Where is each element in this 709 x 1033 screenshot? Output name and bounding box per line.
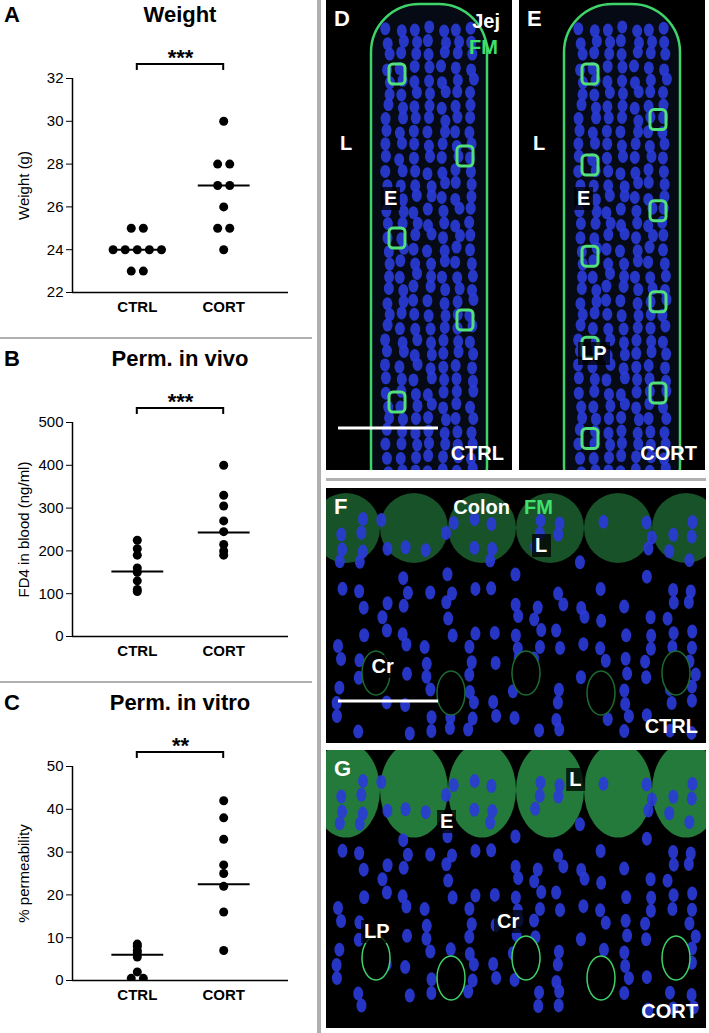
svg-text:CTRL: CTRL [117,986,157,1003]
svg-text:26: 26 [47,198,64,215]
svg-text:10: 10 [47,929,64,946]
svg-text:40: 40 [47,800,64,817]
svg-text:E: E [527,6,542,31]
svg-text:FM: FM [469,36,498,58]
svg-text:20: 20 [47,886,64,903]
svg-text:200: 200 [38,542,63,559]
svg-text:CORT: CORT [640,442,697,464]
svg-text:400: 400 [38,456,63,473]
svg-text:L: L [340,132,352,154]
svg-text:32: 32 [47,69,64,86]
svg-text:0: 0 [55,971,63,988]
svg-text:22: 22 [47,283,64,300]
svg-text:E: E [384,187,397,209]
svg-text:L: L [535,534,547,556]
svg-text:L: L [569,768,581,790]
svg-text:% permeability: % permeability [15,824,32,923]
html-text:Perm. in vitro: Perm. in vitro [109,690,251,715]
html-text:A: A [4,2,20,27]
svg-text:30: 30 [47,112,64,129]
html-text:B: B [4,346,20,371]
svg-text:FD4 in blood (ng/ml): FD4 in blood (ng/ml) [15,462,32,598]
svg-text:CTRL: CTRL [645,715,698,737]
svg-text:D: D [334,6,350,31]
html-text:C: C [4,690,20,715]
svg-text:LP: LP [581,342,607,364]
svg-text:E: E [577,187,590,209]
svg-text:Weight (g): Weight (g) [15,151,32,220]
svg-text:28: 28 [47,155,64,172]
html-text:Weight: Weight [143,2,217,27]
svg-text:CTRL: CTRL [117,642,157,659]
svg-text:300: 300 [38,499,63,516]
svg-text:500: 500 [38,413,63,430]
svg-text:LP: LP [364,920,390,942]
svg-text:CORT: CORT [641,1000,698,1022]
svg-text:24: 24 [47,241,64,258]
svg-text:**: ** [172,733,190,758]
svg-text:100: 100 [38,585,63,602]
svg-text:CTRL: CTRL [451,442,504,464]
svg-text:G: G [334,756,351,781]
svg-text:Colon: Colon [453,496,510,518]
svg-text:F: F [334,494,347,519]
svg-text:CORT: CORT [202,986,245,1003]
svg-text:0: 0 [55,627,63,644]
svg-text:Cr: Cr [372,655,394,677]
svg-text:***: *** [168,389,194,414]
svg-text:50: 50 [47,757,64,774]
svg-text:Jej: Jej [472,10,500,32]
svg-text:Cr: Cr [497,910,519,932]
svg-text:30: 30 [47,843,64,860]
svg-text:L: L [533,132,545,154]
html-text:Perm. in vivo: Perm. in vivo [111,346,249,371]
svg-text:CORT: CORT [202,642,245,659]
svg-text:CORT: CORT [202,298,245,315]
svg-text:E: E [440,810,453,832]
svg-text:***: *** [168,45,194,70]
svg-text:FM: FM [524,496,553,518]
svg-text:CTRL: CTRL [117,298,157,315]
